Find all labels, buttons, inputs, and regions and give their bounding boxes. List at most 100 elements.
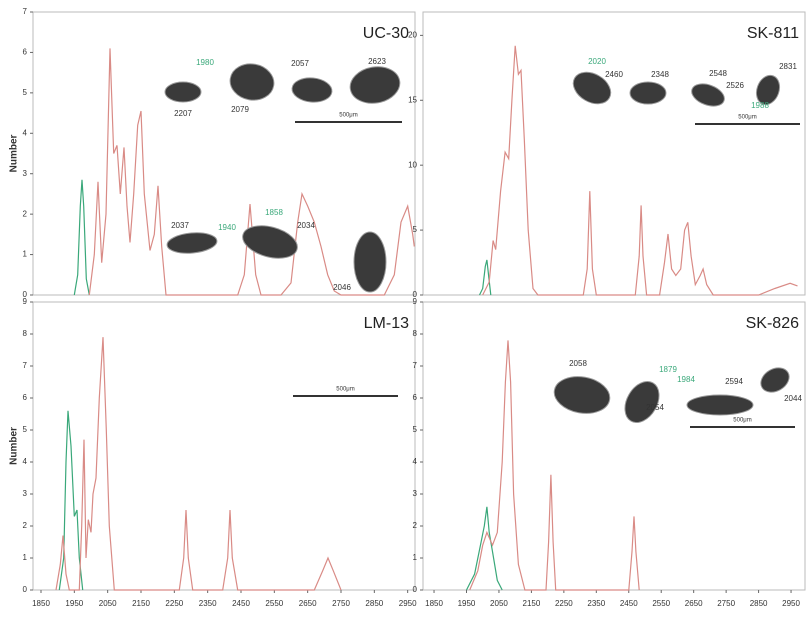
y-tick-label: 5: [23, 88, 28, 97]
x-tick-label: 2750: [717, 599, 735, 608]
y-tick-label: 7: [413, 361, 418, 370]
density-curve: [56, 337, 341, 590]
plot-frame: [423, 12, 805, 295]
x-tick-label: 2650: [685, 599, 703, 608]
y-tick-label: 4: [23, 457, 28, 466]
y-tick-label: 1: [23, 553, 28, 562]
x-tick-label: 1950: [458, 599, 476, 608]
zircon-grain: [354, 232, 386, 292]
x-tick-label: 2250: [555, 599, 573, 608]
grain-age-label: 1980: [196, 58, 214, 67]
x-tick-label: 2850: [750, 599, 768, 608]
x-tick-label: 2650: [299, 599, 317, 608]
x-tick-label: 2550: [652, 599, 670, 608]
density-curve: [59, 411, 82, 590]
y-tick-label: 5: [413, 425, 418, 434]
zircon-grain: [757, 363, 794, 397]
y-tick-label: 2: [23, 209, 28, 218]
x-tick-label: 2050: [99, 599, 117, 608]
plot-frame: [33, 302, 415, 590]
y-tick-label: 10: [408, 160, 417, 169]
panel-title: SK-811: [747, 25, 799, 42]
x-tick-label: 2550: [265, 599, 283, 608]
grain-age-label: 1858: [265, 208, 283, 217]
y-tick-label: 3: [23, 169, 28, 178]
zircon-grain: [291, 76, 333, 103]
grain-age-label: 2460: [605, 70, 623, 79]
y-tick-label: 0: [23, 585, 28, 594]
y-tick-label: 0: [413, 585, 418, 594]
y-tick-label: 5: [413, 225, 418, 234]
y-tick-label: 9: [413, 297, 418, 306]
zircon-grain: [687, 395, 753, 415]
density-curve: [74, 180, 89, 295]
y-tick-label: 6: [23, 48, 28, 57]
scale-bar-label: 500μm: [339, 113, 357, 119]
grain-age-label: 2020: [588, 57, 606, 66]
y-tick-label: 7: [23, 7, 28, 16]
grain-age-label: 2034: [297, 221, 315, 230]
y-tick-label: 1: [413, 553, 418, 562]
zircon-grain: [347, 63, 402, 107]
y-tick-label: 7: [23, 361, 28, 370]
grain-age-label: 2526: [726, 81, 744, 90]
x-tick-label: 2850: [365, 599, 383, 608]
grain-age-label: 2046: [333, 283, 351, 292]
grain-age-label: 2054: [646, 403, 664, 412]
panel-title: SK-826: [746, 315, 799, 332]
figure: 01234567NumberUC-30198022072079205726235…: [0, 0, 807, 619]
x-tick-label: 2050: [490, 599, 508, 608]
grain-age-label: 2057: [291, 59, 309, 68]
grain-age-label: 2548: [709, 69, 727, 78]
grain-age-label: 2207: [174, 109, 192, 118]
scale-bar-label: 500μm: [733, 418, 751, 424]
y-tick-label: 4: [23, 128, 28, 137]
panel-title: LM-13: [364, 315, 409, 332]
y-tick-label: 3: [413, 489, 418, 498]
x-tick-label: 1850: [32, 599, 50, 608]
scale-bar-label: 500μm: [738, 115, 756, 121]
grain-age-label: 1988: [751, 101, 769, 110]
grain-age-label: 2594: [725, 377, 743, 386]
zircon-grain: [618, 375, 666, 428]
y-tick-label: 5: [23, 425, 28, 434]
x-tick-label: 2950: [782, 599, 800, 608]
x-tick-label: 2150: [523, 599, 541, 608]
y-tick-label: 8: [413, 329, 418, 338]
grain-age-label: 2058: [569, 359, 587, 368]
y-tick-label: 6: [23, 393, 28, 402]
grain-age-label: 1879: [659, 365, 677, 374]
panel-title: UC-30: [363, 25, 409, 42]
y-tick-label: 6: [413, 393, 418, 402]
zircon-grain: [630, 82, 666, 104]
zircon-grain: [166, 231, 218, 255]
x-tick-label: 2750: [332, 599, 350, 608]
y-tick-label: 2: [413, 521, 418, 530]
x-tick-label: 2950: [399, 599, 417, 608]
y-tick-label: 9: [23, 297, 28, 306]
grain-age-label: 1984: [677, 375, 695, 384]
grain-age-label: 2623: [368, 57, 386, 66]
grain-age-label: 2831: [779, 62, 797, 71]
y-tick-label: 2: [23, 521, 28, 530]
density-curve: [467, 507, 503, 590]
zircon-grain: [551, 372, 612, 417]
density-curve: [470, 340, 640, 590]
x-tick-label: 1850: [425, 599, 443, 608]
x-tick-label: 2450: [232, 599, 250, 608]
x-tick-label: 2250: [165, 599, 183, 608]
grain-age-label: 2037: [171, 221, 189, 230]
x-tick-label: 2350: [199, 599, 217, 608]
zircon-grain: [165, 82, 201, 102]
grain-age-label: 1940: [218, 223, 236, 232]
y-tick-label: 8: [23, 329, 28, 338]
y-tick-label: 4: [413, 457, 418, 466]
x-tick-label: 1950: [65, 599, 83, 608]
zircon-grain: [227, 60, 277, 103]
zircon-grain: [689, 80, 728, 110]
x-tick-label: 2150: [132, 599, 150, 608]
x-tick-label: 2350: [587, 599, 605, 608]
x-tick-label: 2450: [620, 599, 638, 608]
y-tick-label: 1: [23, 250, 28, 259]
y-tick-label: 3: [23, 489, 28, 498]
